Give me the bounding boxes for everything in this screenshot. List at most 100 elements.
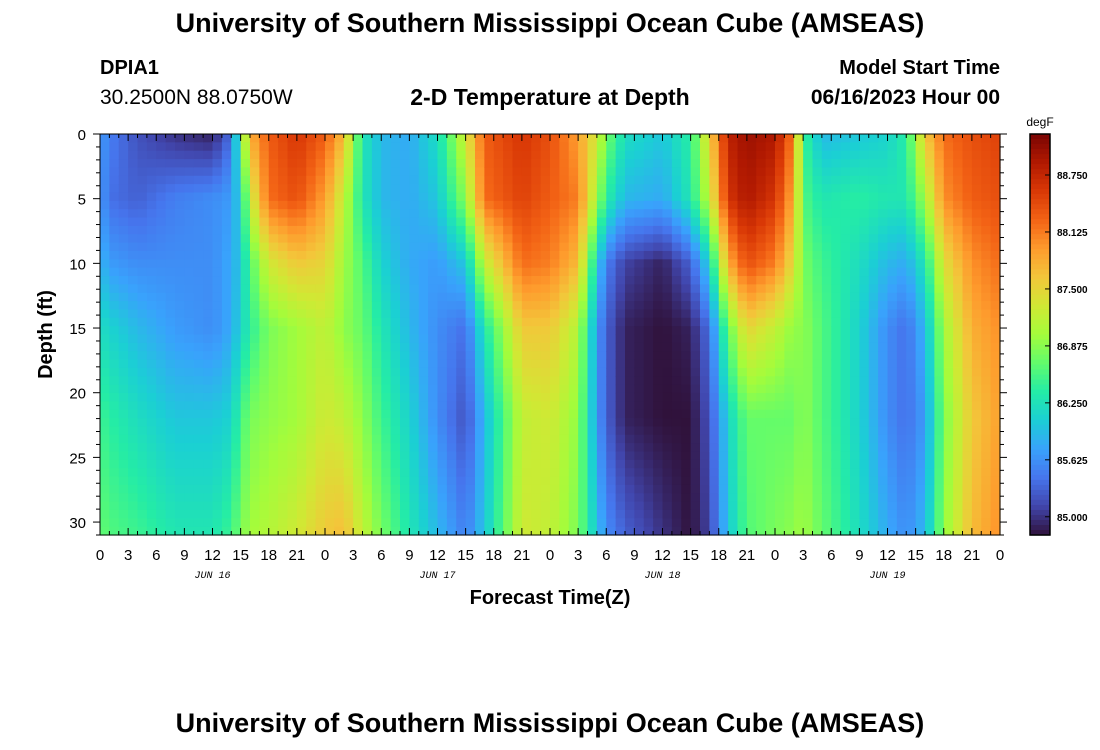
heatmap-cell xyxy=(531,468,542,478)
heatmap-cell xyxy=(484,468,495,478)
heatmap-cell xyxy=(850,384,860,394)
heatmap-cell xyxy=(278,509,289,519)
heatmap-cell xyxy=(878,367,889,377)
heatmap-cell xyxy=(756,217,767,227)
heatmap-cell xyxy=(128,134,139,143)
heatmap-cell xyxy=(943,326,954,336)
heatmap-cell xyxy=(709,259,720,269)
heatmap-cell xyxy=(203,418,214,427)
heatmap-cell xyxy=(737,509,748,519)
heatmap-cell xyxy=(615,451,626,461)
heatmap-cell xyxy=(418,392,429,402)
heatmap-cell xyxy=(878,301,889,311)
heatmap-cell xyxy=(887,359,898,369)
heatmap-cell xyxy=(878,150,889,160)
heatmap-cell xyxy=(156,242,167,252)
heatmap-cell xyxy=(943,159,954,169)
heatmap-cell xyxy=(465,342,476,352)
heatmap-cell xyxy=(531,334,542,344)
heatmap-cell xyxy=(568,234,579,244)
heatmap-cell xyxy=(231,409,242,419)
heatmap-cell xyxy=(221,200,232,210)
heatmap-cell xyxy=(943,351,954,361)
x-tick-label: 3 xyxy=(799,547,807,564)
heatmap-cell xyxy=(362,184,373,194)
heatmap-cell xyxy=(540,192,551,202)
heatmap-cell xyxy=(146,526,157,536)
heatmap-cell xyxy=(868,225,879,235)
heatmap-cell xyxy=(484,376,495,386)
heatmap-cell xyxy=(250,526,260,536)
heatmap-cell xyxy=(315,459,326,469)
heatmap-cell xyxy=(700,459,710,469)
heatmap-cell xyxy=(915,401,926,411)
heatmap-cell xyxy=(775,209,785,219)
heatmap-cell xyxy=(803,326,814,336)
heatmap-cell xyxy=(840,292,851,302)
heatmap-cell xyxy=(887,142,898,152)
heatmap-cell xyxy=(681,401,692,411)
heatmap-cell xyxy=(690,150,701,160)
heatmap-cell xyxy=(737,134,748,143)
heatmap-cell xyxy=(812,334,823,344)
heatmap-cell xyxy=(643,493,654,503)
heatmap-cell xyxy=(100,292,110,302)
heatmap-cell xyxy=(212,284,223,294)
heatmap-cell xyxy=(653,276,664,285)
heatmap-cell xyxy=(784,376,795,386)
heatmap-cell xyxy=(859,326,870,336)
heatmap-cell xyxy=(896,351,907,361)
heatmap-cell xyxy=(390,359,401,369)
heatmap-cell xyxy=(221,418,232,427)
heatmap-cell xyxy=(709,426,720,436)
heatmap-cell xyxy=(109,518,120,528)
heatmap-cell xyxy=(737,209,748,219)
heatmap-cell xyxy=(250,309,260,319)
heatmap-cell xyxy=(793,267,804,277)
heatmap-cell xyxy=(371,192,382,202)
heatmap-cell xyxy=(578,443,589,453)
heatmap-cell xyxy=(409,493,420,503)
heatmap-cell xyxy=(690,284,701,294)
heatmap-cell xyxy=(859,167,870,177)
colorbar-segment xyxy=(1030,424,1050,431)
heatmap-cell xyxy=(465,484,476,494)
heatmap-cell xyxy=(334,317,345,327)
heatmap-cell xyxy=(512,200,523,210)
heatmap-cell xyxy=(812,175,823,185)
heatmap-cell xyxy=(812,376,823,386)
heatmap-cell xyxy=(475,225,485,235)
heatmap-cell xyxy=(606,234,617,244)
heatmap-cell xyxy=(362,259,373,269)
heatmap-cell xyxy=(306,526,317,536)
heatmap-cell xyxy=(325,476,335,486)
heatmap-cell xyxy=(475,259,485,269)
heatmap-cell xyxy=(690,301,701,311)
heatmap-cell xyxy=(587,234,598,244)
heatmap-cell xyxy=(212,159,223,169)
heatmap-cell xyxy=(831,209,842,219)
heatmap-cell xyxy=(531,150,542,160)
heatmap-cell xyxy=(737,384,748,394)
heatmap-cell xyxy=(100,225,110,235)
colorbar-segment xyxy=(1030,494,1050,501)
heatmap-cell xyxy=(381,301,392,311)
heatmap-cell xyxy=(831,267,842,277)
heatmap-cell xyxy=(334,518,345,528)
heatmap-cell xyxy=(409,217,420,227)
heatmap-cell xyxy=(625,234,635,244)
heatmap-cell xyxy=(165,476,176,486)
heatmap-cell xyxy=(353,301,364,311)
heatmap-cell xyxy=(550,175,560,185)
heatmap-cell xyxy=(484,276,495,285)
heatmap-cell xyxy=(962,184,973,194)
heatmap-cell xyxy=(793,167,804,177)
heatmap-cell xyxy=(906,501,917,511)
heatmap-cell xyxy=(128,217,139,227)
heatmap-cell xyxy=(981,509,992,519)
heatmap-cell xyxy=(175,434,185,444)
heatmap-cell xyxy=(475,276,485,285)
heatmap-cell xyxy=(812,351,823,361)
heatmap-cell xyxy=(831,334,842,344)
heatmap-cell xyxy=(390,468,401,478)
